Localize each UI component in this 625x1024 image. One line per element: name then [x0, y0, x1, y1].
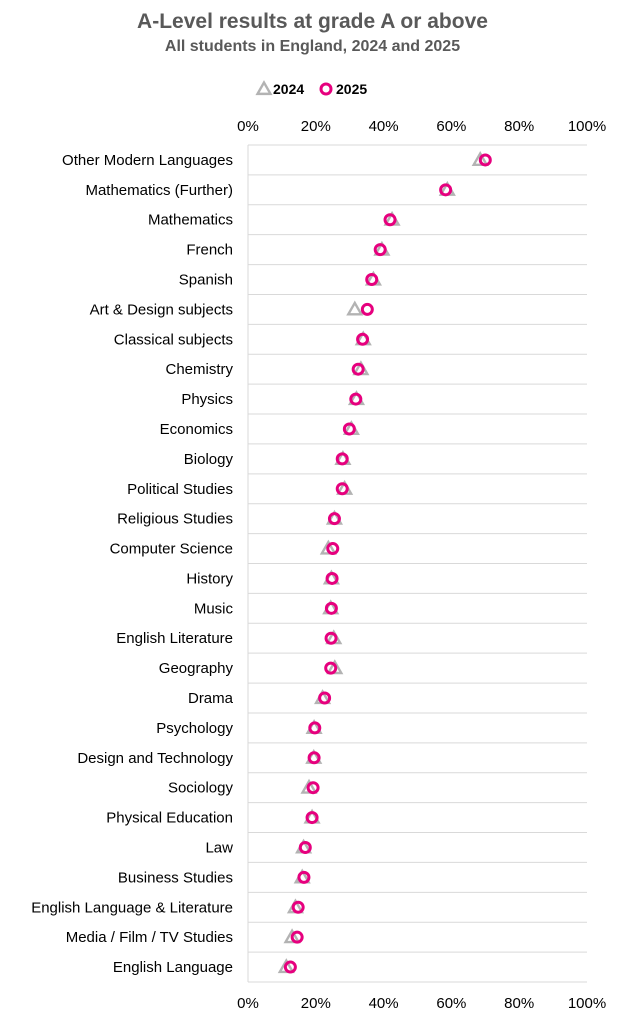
category-label: Economics	[160, 421, 233, 438]
legend-label-2025: 2025	[336, 81, 367, 97]
x-tick-label-bottom: 60%	[436, 995, 466, 1012]
x-tick-label-top: 20%	[301, 118, 331, 135]
marker-2025	[290, 930, 304, 944]
category-label: Mathematics (Further)	[85, 182, 233, 199]
category-label: Political Studies	[127, 481, 233, 498]
category-label: Physics	[181, 391, 233, 408]
marker-2025	[360, 302, 374, 316]
x-tick-label-top: 0%	[237, 118, 259, 135]
x-tick-label-top: 100%	[568, 118, 606, 135]
marker-2025	[305, 811, 319, 825]
category-label: English Language	[113, 959, 233, 976]
marker-2025	[373, 243, 387, 257]
category-label: Computer Science	[110, 541, 233, 558]
chart-subtitle: All students in England, 2024 and 2025	[164, 38, 461, 55]
marker-2025	[306, 781, 320, 795]
x-tick-label-bottom: 20%	[301, 995, 331, 1012]
chart-title: A-Level results at grade A or above	[137, 10, 488, 33]
marker-2025	[298, 840, 312, 854]
category-label: Art & Design subjects	[90, 301, 233, 318]
category-label: English Language & Literature	[31, 899, 233, 916]
x-tick-label-bottom: 0%	[237, 995, 259, 1012]
marker-2025	[318, 691, 332, 705]
marker-2025	[439, 183, 453, 197]
marker-2025	[297, 870, 311, 884]
marker-2025	[335, 482, 349, 496]
marker-2025	[326, 542, 340, 556]
marker-2025	[365, 273, 379, 287]
x-tick-label-top: 60%	[436, 118, 466, 135]
category-label: History	[186, 570, 233, 587]
marker-2025	[324, 661, 338, 675]
marker-2025	[283, 960, 297, 974]
marker-2025	[325, 571, 339, 585]
category-label: Drama	[188, 690, 234, 707]
marker-2025	[383, 213, 397, 227]
x-tick-label-bottom: 40%	[369, 995, 399, 1012]
category-label: Music	[194, 600, 234, 617]
marker-2024	[346, 300, 364, 316]
category-label: Law	[205, 839, 233, 856]
category-label: Biology	[184, 451, 234, 468]
category-label: Psychology	[156, 720, 233, 737]
category-label: French	[186, 242, 233, 259]
marker-2025	[324, 631, 338, 645]
category-label: Sociology	[168, 780, 234, 797]
legend-marker-2025	[319, 82, 333, 96]
category-label: Classical subjects	[114, 331, 233, 348]
marker-2025	[324, 601, 338, 615]
category-label: Spanish	[179, 272, 233, 289]
category-label: Mathematics	[148, 212, 233, 229]
category-label: Religious Studies	[117, 511, 233, 528]
marker-2024	[471, 151, 489, 167]
marker-2025	[308, 721, 322, 735]
x-tick-label-top: 80%	[504, 118, 534, 135]
marker-2025	[478, 153, 492, 167]
category-label: English Literature	[116, 630, 233, 647]
x-tick-label-top: 40%	[369, 118, 399, 135]
marker-2025	[342, 422, 356, 436]
marker-2024	[283, 928, 301, 944]
category-label: Chemistry	[165, 361, 233, 378]
marker-2025	[335, 452, 349, 466]
category-label: Other Modern Languages	[62, 152, 233, 169]
legend-marker-2024	[255, 80, 273, 96]
category-label: Business Studies	[118, 869, 233, 886]
marker-2025	[349, 392, 363, 406]
marker-2025	[356, 332, 370, 346]
category-label: Geography	[159, 660, 234, 677]
category-label: Design and Technology	[77, 750, 233, 767]
legend-label-2024: 2024	[273, 81, 304, 97]
x-tick-label-bottom: 100%	[568, 995, 606, 1012]
marker-2025	[351, 362, 365, 376]
category-label: Physical Education	[106, 810, 233, 827]
marker-2025	[291, 900, 305, 914]
marker-2025	[307, 751, 321, 765]
category-label: Media / Film / TV Studies	[66, 929, 233, 946]
marker-2024	[319, 539, 337, 555]
x-tick-label-bottom: 80%	[504, 995, 534, 1012]
marker-2025	[327, 512, 341, 526]
